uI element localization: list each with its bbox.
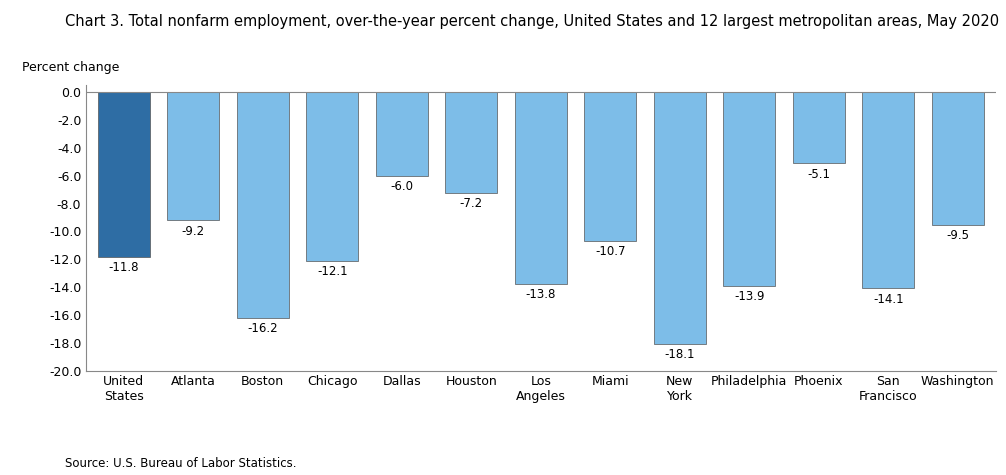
Text: -13.8: -13.8: [525, 288, 556, 302]
Bar: [306, 93, 358, 261]
Bar: [446, 93, 497, 192]
Text: -9.5: -9.5: [947, 228, 969, 242]
Text: -16.2: -16.2: [247, 322, 278, 335]
Text: -18.1: -18.1: [665, 348, 695, 361]
Text: -12.1: -12.1: [317, 265, 347, 278]
Bar: [98, 93, 150, 256]
Text: -6.0: -6.0: [390, 180, 413, 193]
Bar: [862, 93, 914, 288]
Text: -10.7: -10.7: [595, 246, 626, 258]
Text: -9.2: -9.2: [182, 225, 205, 238]
Bar: [375, 93, 428, 176]
Text: Percent change: Percent change: [22, 61, 119, 74]
Bar: [654, 93, 706, 344]
Bar: [793, 93, 845, 163]
Bar: [932, 93, 984, 225]
Bar: [515, 93, 566, 285]
Bar: [236, 93, 289, 318]
Text: Chart 3. Total nonfarm employment, over-the-year percent change, United States a: Chart 3. Total nonfarm employment, over-…: [65, 14, 1000, 29]
Text: -13.9: -13.9: [734, 290, 765, 303]
Bar: [584, 93, 636, 241]
Bar: [167, 93, 219, 220]
Bar: [723, 93, 776, 285]
Text: -11.8: -11.8: [109, 261, 139, 274]
Text: -7.2: -7.2: [460, 197, 483, 210]
Text: -5.1: -5.1: [807, 168, 830, 180]
Text: Source: U.S. Bureau of Labor Statistics.: Source: U.S. Bureau of Labor Statistics.: [65, 457, 297, 470]
Text: -14.1: -14.1: [873, 293, 903, 305]
